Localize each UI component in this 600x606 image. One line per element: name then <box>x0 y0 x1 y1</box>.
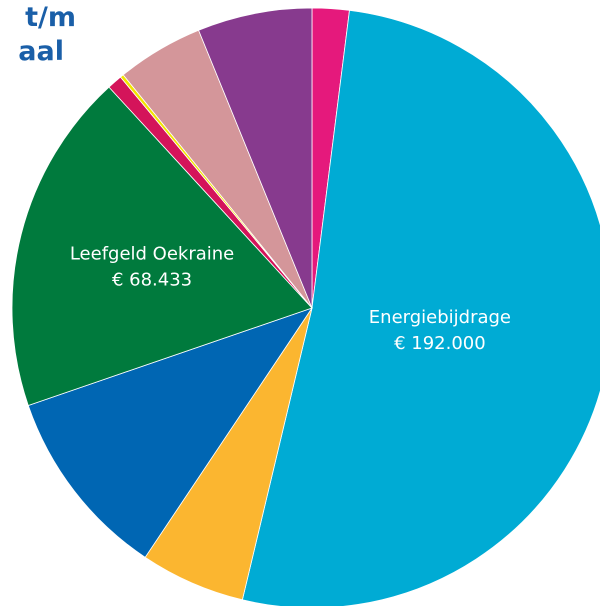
slice-label: Leefgeld Oekraine <box>70 243 234 264</box>
slice-value-label: € 192.000 <box>394 333 486 354</box>
chart-title: t/m <box>25 2 76 33</box>
slice-label: Energiebijdrage <box>369 307 511 328</box>
pie-slice <box>198 7 313 309</box>
pie-slice <box>27 307 313 558</box>
pie-slice <box>241 9 600 606</box>
slice-value-label: € 68.433 <box>112 269 192 290</box>
pie-slice <box>11 86 313 406</box>
chart-title: aal <box>18 36 64 67</box>
